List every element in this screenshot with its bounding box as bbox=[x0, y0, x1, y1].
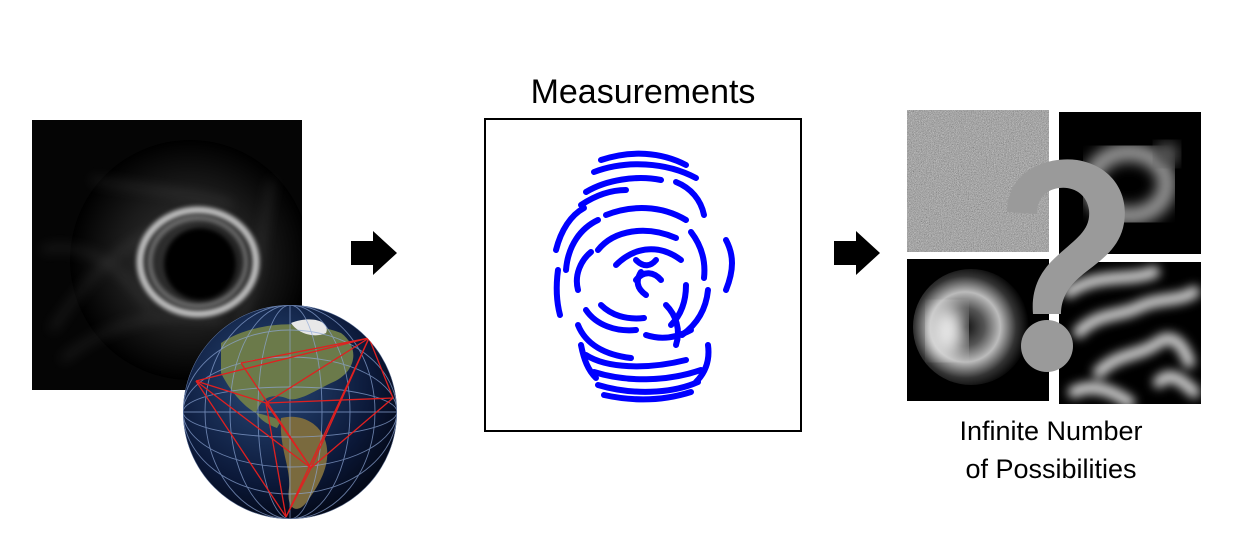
blurred-ring-image bbox=[907, 259, 1049, 401]
black-hole-image bbox=[32, 120, 302, 390]
right-arrow-icon bbox=[351, 229, 399, 277]
possibilities-caption: Infinite Number of Possibilities bbox=[905, 412, 1197, 488]
question-mark-icon bbox=[985, 150, 1135, 380]
caption-line-2: of Possibilities bbox=[965, 454, 1137, 484]
earth-globe-icon bbox=[181, 303, 399, 521]
measurements-plot bbox=[484, 118, 802, 432]
caption-line-1: Infinite Number bbox=[959, 416, 1143, 446]
blobs-image bbox=[1059, 262, 1201, 404]
measurements-title: Measurements bbox=[530, 73, 756, 111]
right-arrow-icon bbox=[834, 229, 882, 277]
